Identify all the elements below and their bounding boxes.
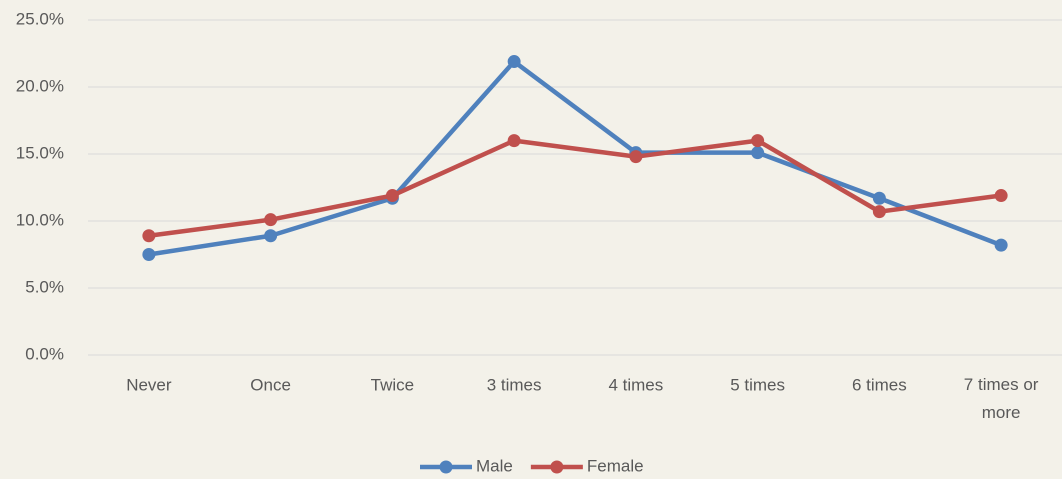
x-tick-label: 4 times bbox=[608, 375, 663, 394]
x-tick-label: Once bbox=[250, 375, 291, 394]
point bbox=[142, 229, 156, 243]
legend-marker bbox=[550, 460, 564, 474]
x-tick-label: 3 times bbox=[487, 375, 542, 394]
point bbox=[385, 189, 399, 203]
series-line bbox=[148, 138, 1002, 238]
legend-label: Male bbox=[476, 456, 513, 475]
x-tick-label-line: more bbox=[982, 403, 1021, 422]
point bbox=[872, 205, 886, 219]
point bbox=[629, 150, 643, 164]
point bbox=[264, 213, 278, 227]
series-line bbox=[148, 59, 1002, 257]
y-tick-label: 5.0% bbox=[25, 277, 64, 296]
x-tick-label: Never bbox=[126, 375, 172, 394]
x-tick-label: 6 times bbox=[852, 375, 907, 394]
point bbox=[142, 248, 156, 261]
legend-marker bbox=[439, 460, 453, 474]
y-tick-label: 10.0% bbox=[16, 210, 64, 229]
point bbox=[507, 134, 521, 148]
point bbox=[264, 229, 278, 243]
point bbox=[751, 134, 765, 148]
point bbox=[872, 191, 886, 205]
point bbox=[507, 55, 521, 69]
x-tick-label-line: 7 times or bbox=[964, 375, 1039, 394]
y-tick-label: 25.0% bbox=[16, 9, 64, 28]
y-tick-label: 20.0% bbox=[16, 76, 64, 95]
y-tick-label: 15.0% bbox=[16, 143, 64, 162]
legend-label: Female bbox=[587, 456, 644, 475]
x-tick-label: 5 times bbox=[730, 375, 785, 394]
x-tick-label: Twice bbox=[371, 375, 414, 394]
x-tick-label: 7 times or more bbox=[964, 375, 1039, 422]
point bbox=[751, 146, 765, 160]
point bbox=[994, 238, 1008, 252]
y-tick-label: 0.0% bbox=[25, 344, 64, 363]
point bbox=[994, 189, 1008, 203]
